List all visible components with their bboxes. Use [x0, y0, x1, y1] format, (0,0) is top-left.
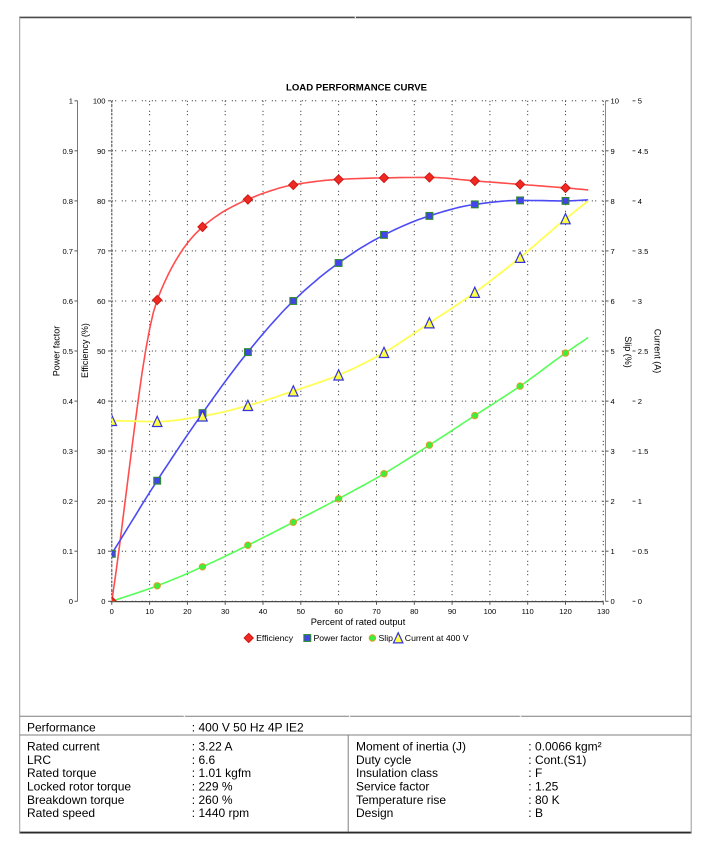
- svg-text:10: 10: [611, 97, 619, 106]
- svg-text:0.3: 0.3: [62, 447, 73, 456]
- svg-text:Power factor: Power factor: [52, 326, 62, 377]
- svg-text:Slip (%): Slip (%): [623, 336, 633, 368]
- svg-text:40: 40: [97, 397, 105, 406]
- svg-text:9: 9: [611, 147, 615, 156]
- svg-text:30: 30: [97, 447, 105, 456]
- svg-text:0.6: 0.6: [62, 297, 73, 306]
- svg-text:Rated speed: Rated speed: [27, 806, 95, 820]
- svg-text:20: 20: [97, 497, 105, 506]
- svg-text:0: 0: [638, 597, 642, 606]
- svg-text:: Cont.(S1): : Cont.(S1): [528, 753, 586, 767]
- svg-text:Current (A): Current (A): [652, 329, 662, 374]
- svg-text:0.5: 0.5: [62, 347, 73, 356]
- svg-text:10: 10: [97, 547, 105, 556]
- svg-text:4.5: 4.5: [638, 147, 649, 156]
- svg-text:Temperature rise: Temperature rise: [356, 793, 446, 807]
- svg-text:90: 90: [448, 607, 456, 616]
- svg-text:Design: Design: [356, 806, 393, 820]
- svg-text:Service factor: Service factor: [356, 780, 429, 794]
- svg-text:5: 5: [611, 347, 615, 356]
- svg-text:Rated current: Rated current: [27, 740, 100, 754]
- svg-text:70: 70: [97, 247, 105, 256]
- svg-text:50: 50: [97, 347, 105, 356]
- svg-text:90: 90: [97, 147, 105, 156]
- svg-text:40: 40: [259, 607, 267, 616]
- svg-text:7: 7: [611, 247, 615, 256]
- svg-text:0.8: 0.8: [62, 197, 73, 206]
- svg-text:50: 50: [297, 607, 305, 616]
- svg-text:Power factor: Power factor: [314, 633, 363, 643]
- svg-text:0.1: 0.1: [62, 547, 73, 556]
- svg-text:1: 1: [69, 97, 73, 106]
- svg-text:: 6.6: : 6.6: [192, 753, 216, 767]
- svg-text:LOAD PERFORMANCE CURVE: LOAD PERFORMANCE CURVE: [286, 82, 428, 93]
- svg-text:6: 6: [611, 297, 615, 306]
- svg-text:: 0.0066 kgm²: : 0.0066 kgm²: [528, 740, 601, 754]
- svg-text:0: 0: [110, 607, 114, 616]
- svg-text:Breakdown torque: Breakdown torque: [27, 793, 125, 807]
- svg-text:Current at 400 V: Current at 400 V: [405, 633, 469, 643]
- svg-text:Efficiency: Efficiency: [256, 633, 294, 643]
- svg-text:LRC: LRC: [27, 753, 51, 767]
- svg-text:80: 80: [97, 197, 105, 206]
- svg-text:60: 60: [97, 297, 105, 306]
- svg-text:Rated torque: Rated torque: [27, 766, 97, 780]
- svg-text:0.7: 0.7: [62, 247, 73, 256]
- svg-text:: 80 K: : 80 K: [528, 793, 559, 807]
- svg-text:1: 1: [611, 547, 615, 556]
- svg-text:130: 130: [597, 607, 610, 616]
- svg-text:Percent of rated output: Percent of rated output: [311, 617, 406, 627]
- svg-text:0.9: 0.9: [62, 147, 73, 156]
- svg-text:1: 1: [638, 497, 642, 506]
- svg-text:2.5: 2.5: [638, 347, 649, 356]
- svg-text:: 229 %: : 229 %: [192, 780, 233, 794]
- svg-text:0.4: 0.4: [62, 397, 73, 406]
- svg-text:120: 120: [559, 607, 572, 616]
- svg-text:0: 0: [101, 597, 105, 606]
- svg-text:: 400 V 50 Hz 4P IE2: : 400 V 50 Hz 4P IE2: [192, 720, 304, 734]
- svg-text:0.5: 0.5: [638, 547, 649, 556]
- svg-text:Moment of inertia (J): Moment of inertia (J): [356, 740, 466, 754]
- svg-text:3: 3: [638, 297, 642, 306]
- svg-text:0: 0: [69, 597, 73, 606]
- svg-text:: 260 %: : 260 %: [192, 793, 233, 807]
- svg-text:2: 2: [611, 497, 615, 506]
- svg-text:4: 4: [611, 397, 615, 406]
- svg-text:: F: : F: [528, 766, 542, 780]
- svg-text:1.5: 1.5: [638, 447, 649, 456]
- svg-text:: 3.22 A: : 3.22 A: [192, 740, 233, 754]
- svg-text:80: 80: [410, 607, 418, 616]
- svg-text:: 1.25: : 1.25: [528, 780, 558, 794]
- svg-text:: B: : B: [528, 806, 543, 820]
- svg-text:: 1.01 kgfm: : 1.01 kgfm: [192, 766, 251, 780]
- svg-text:100: 100: [93, 97, 106, 106]
- svg-text:Duty cycle: Duty cycle: [356, 753, 412, 767]
- svg-text:110: 110: [522, 607, 534, 616]
- svg-text:70: 70: [372, 607, 380, 616]
- svg-text:Slip: Slip: [379, 633, 394, 643]
- svg-text:60: 60: [334, 607, 342, 616]
- svg-text:0: 0: [611, 597, 615, 606]
- svg-text:5: 5: [638, 97, 642, 106]
- svg-text:3: 3: [611, 447, 615, 456]
- svg-text:3.5: 3.5: [638, 247, 649, 256]
- svg-text:4: 4: [638, 197, 642, 206]
- svg-text:100: 100: [484, 607, 497, 616]
- svg-text:2: 2: [638, 397, 642, 406]
- svg-text:10: 10: [145, 607, 153, 616]
- svg-text:Locked rotor torque: Locked rotor torque: [27, 780, 131, 794]
- svg-text:Performance: Performance: [27, 720, 96, 734]
- svg-text:: 1440 rpm: : 1440 rpm: [192, 806, 249, 820]
- svg-text:20: 20: [183, 607, 191, 616]
- svg-text:0.2: 0.2: [62, 497, 73, 506]
- svg-text:8: 8: [611, 197, 615, 206]
- svg-text:Insulation class: Insulation class: [356, 766, 438, 780]
- svg-text:30: 30: [221, 607, 229, 616]
- svg-text:Efficiency (%): Efficiency (%): [80, 323, 90, 378]
